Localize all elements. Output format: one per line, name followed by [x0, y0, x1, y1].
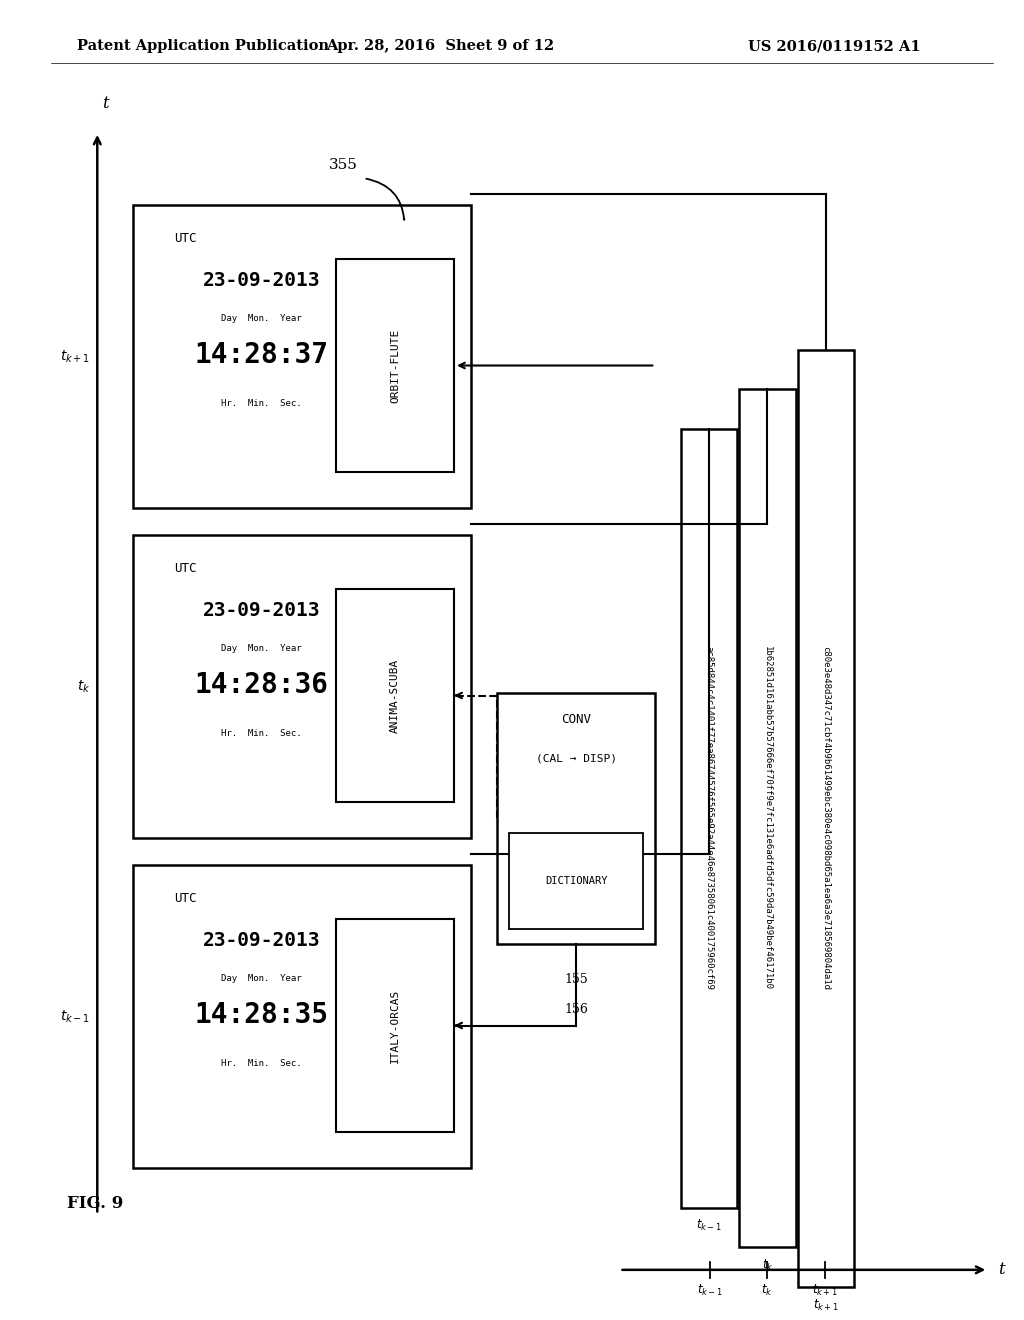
Text: FIG. 9: FIG. 9 [67, 1196, 123, 1212]
Text: 14:28:36: 14:28:36 [195, 671, 329, 700]
Bar [133, 865, 471, 1168]
Bar [336, 259, 455, 471]
Text: 23-09-2013: 23-09-2013 [203, 932, 321, 950]
Text: Hr.  Min.  Sec.: Hr. Min. Sec. [221, 399, 302, 408]
Bar [497, 693, 655, 944]
Text: CONV: CONV [561, 713, 591, 726]
Text: UTC: UTC [174, 232, 197, 246]
Text: Day  Mon.  Year: Day Mon. Year [221, 314, 302, 323]
Text: ITALY-ORCAS: ITALY-ORCAS [390, 989, 400, 1063]
Text: $t_k$: $t_k$ [77, 678, 90, 694]
FancyArrowPatch shape [367, 178, 404, 219]
Text: Day  Mon.  Year: Day Mon. Year [221, 974, 302, 983]
Text: $t_k$: $t_k$ [761, 1283, 773, 1298]
Bar [509, 833, 643, 929]
Text: Apr. 28, 2016  Sheet 9 of 12: Apr. 28, 2016 Sheet 9 of 12 [327, 40, 554, 53]
Bar [133, 535, 471, 838]
Bar [133, 205, 471, 508]
Text: Patent Application Publication: Patent Application Publication [77, 40, 329, 53]
Text: (CAL → DISP): (CAL → DISP) [536, 754, 616, 763]
Text: $t_{k-1}$: $t_{k-1}$ [696, 1218, 722, 1233]
Text: $t_{k+1}$: $t_{k+1}$ [812, 1283, 839, 1298]
Text: $t_{k+1}$: $t_{k+1}$ [813, 1298, 839, 1312]
Text: $t_{k+1}$: $t_{k+1}$ [59, 348, 90, 364]
Text: DICTIONARY: DICTIONARY [545, 876, 607, 886]
Bar [336, 919, 455, 1131]
Text: c80e3e48d347c71cbf4b9b61499ebc380e4c098bd65a1ea6a3e718569804da1d: c80e3e48d347c71cbf4b9b61499ebc380e4c098b… [821, 647, 830, 990]
Bar [681, 429, 737, 1208]
Text: 156: 156 [564, 1003, 588, 1016]
Text: t: t [998, 1262, 1005, 1278]
Text: UTC: UTC [174, 892, 197, 906]
Text: 23-09-2013: 23-09-2013 [203, 272, 321, 290]
Text: 23-09-2013: 23-09-2013 [203, 602, 321, 620]
Text: ORBIT-FLUTE: ORBIT-FLUTE [390, 329, 400, 403]
Text: Day  Mon.  Year: Day Mon. Year [221, 644, 302, 653]
Bar [336, 589, 455, 801]
Text: US 2016/0119152 A1: US 2016/0119152 A1 [748, 40, 921, 53]
Text: ac85d844c4c1401f77ea86744576f565e92a44e46e87358061c400175960cf69: ac85d844c4c1401f77ea86744576f565e92a44e4… [705, 647, 714, 990]
Text: $t_k$: $t_k$ [762, 1258, 773, 1272]
Text: UTC: UTC [174, 562, 197, 576]
Text: $t_{k-1}$: $t_{k-1}$ [59, 1008, 90, 1024]
Bar [798, 350, 854, 1287]
Text: Hr.  Min.  Sec.: Hr. Min. Sec. [221, 729, 302, 738]
Text: 14:28:35: 14:28:35 [195, 1001, 329, 1030]
Text: 14:28:37: 14:28:37 [195, 341, 329, 370]
Text: Hr.  Min.  Sec.: Hr. Min. Sec. [221, 1059, 302, 1068]
Text: ANIMA-SCUBA: ANIMA-SCUBA [390, 659, 400, 733]
Text: 355: 355 [329, 158, 357, 172]
Text: 1b62851d161abb57b57666ef70ff9e7fc131e6adfd5dfc59da7b49bef46171b0: 1b62851d161abb57b57666ef70ff9e7fc131e6ad… [763, 647, 772, 990]
Text: $t_{k-1}$: $t_{k-1}$ [696, 1283, 723, 1298]
Text: 155: 155 [564, 973, 588, 986]
Bar [739, 389, 796, 1247]
Text: t: t [102, 95, 109, 112]
